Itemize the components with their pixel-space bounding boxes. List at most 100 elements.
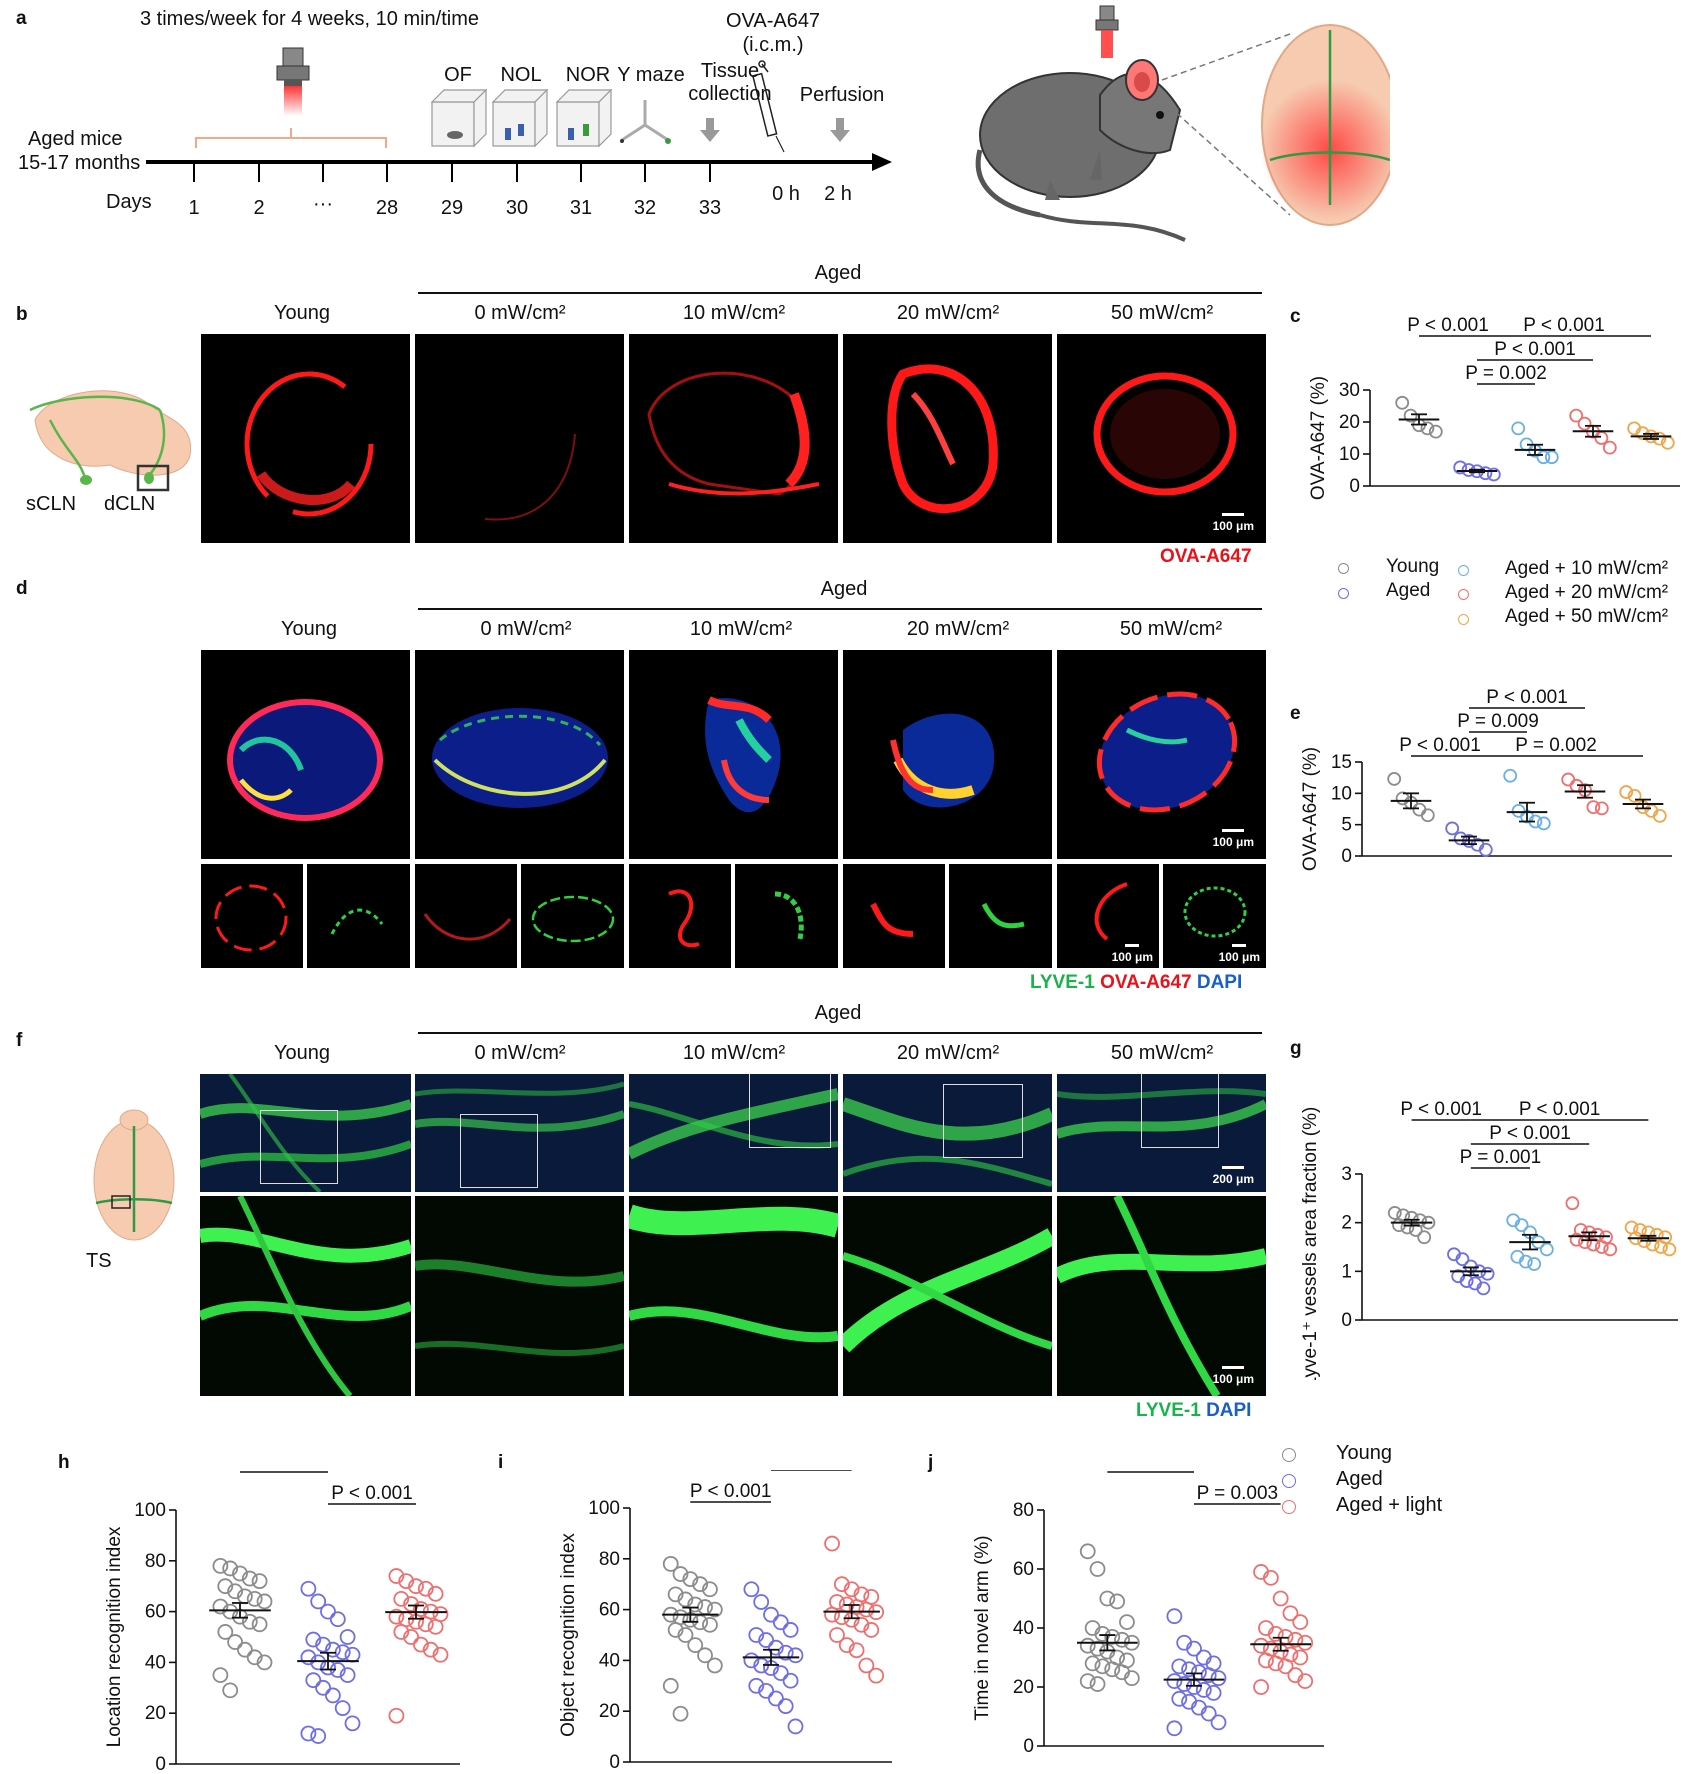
data-point [256,1593,273,1610]
image-f-0mw [415,1074,624,1192]
data-point [1539,1242,1554,1257]
data-point [748,1627,765,1643]
scalebar-d-small-2: 100 μm [1219,944,1260,964]
data-point [1480,1266,1495,1281]
y-tick-label: 0 [609,1752,620,1770]
legend-j-young: Young [1336,1442,1392,1464]
legend-c-10: Aged + 10 mW/cm² [1505,558,1669,579]
test-nor: NOR [565,64,611,86]
data-point [256,1654,273,1671]
data-point [1171,1690,1188,1707]
scalebar-d: 100 μm [1213,829,1254,849]
p-value-label: P < 0.001 [243,1470,325,1472]
legend-c-marker-10 [1458,565,1469,576]
image-b-0mw [415,334,624,543]
chart-e: 0 5 10 15 OVA-A647 (%) P < 0.001 P = 0.009 P < … [1300,687,1672,871]
data-point [388,1707,405,1724]
data-point [1094,1625,1111,1642]
data-point [329,1611,346,1628]
data-point [1603,1242,1618,1257]
day-2: 2 [253,197,265,219]
syringe-icon [751,60,785,153]
data-point [838,1637,855,1654]
subject-line-2: 15-17 months [18,152,141,174]
data-point [222,1682,239,1699]
data-point [772,1665,789,1682]
data-point [1654,1240,1668,1254]
data-point [1287,1631,1304,1648]
data-point [1514,1218,1529,1233]
roi-10mw [749,1074,831,1148]
scalebar-f-bottom: 100 μm [1213,1366,1254,1386]
image-f-50mw: 200 μm [1057,1074,1266,1192]
data-point [1176,1676,1193,1692]
data-point [339,1667,356,1684]
p-value-label: P = 0.002 [1465,363,1547,384]
p-value-label: P < 0.001 [1407,315,1489,336]
data-point [843,1581,860,1598]
col-20mw-b: 20 mW/cm² [896,302,1000,324]
data-point [408,1578,424,1595]
data-point [417,1580,434,1597]
y-tick-label: 20 [1013,1677,1034,1698]
p-value-label: P = 0.009 [1457,711,1539,732]
data-point [782,1672,799,1689]
scalebar-b: 100 μm [1213,513,1254,533]
legend-c-marker-aged [1338,588,1349,599]
p-value-label: P < 0.001 [1494,339,1576,360]
scalebar-d-small-2-label: 100 μm [1218,950,1260,964]
y-tick-label: 100 [134,1500,166,1521]
data-point [300,1649,317,1666]
aged-header-line-b [418,292,1262,294]
data-point [1099,1590,1116,1607]
chart-g: 0 1 2 3 Lyve-1⁺ vessels area fraction (%) P <… [1300,1099,1678,1380]
image-f-20mw-zoom [843,1196,1052,1396]
data-point [858,1657,875,1674]
data-point [1205,1684,1222,1701]
data-point [315,1636,332,1653]
data-point [251,1573,268,1590]
data-point [427,1618,444,1635]
y-tick-label: 80 [145,1551,166,1572]
chart-h: 0 20 40 60 80 100 Location recognition index P … [104,1470,460,1770]
y-tick-label: 40 [599,1650,620,1671]
data-point [1123,1670,1140,1687]
data-point [1586,1237,1601,1252]
perfusion-arrow-icon [830,118,850,142]
data-point [706,1601,723,1618]
data-point [697,1647,713,1664]
subject-line-1: Aged mice [28,128,123,150]
data-point [787,1647,804,1664]
data-point [1417,1230,1432,1245]
data-point [1395,395,1410,410]
aged-header-f: Aged [814,1002,862,1024]
data-point [1258,1652,1274,1669]
data-point [758,1682,775,1699]
data-point [227,1634,244,1650]
p-value-label: P < 0.001 [1486,687,1568,708]
image-d-0mw [415,650,624,859]
data-point [1181,1661,1198,1678]
image-f-young-zoom [200,1196,411,1396]
data-point [1104,1628,1121,1645]
y-tick-label: 60 [145,1602,166,1623]
image-f-50mw-zoom: 100 μm [1057,1196,1266,1396]
data-point [829,1627,845,1643]
timeline-header: 3 times/week for 4 weeks, 10 min/time [140,8,480,30]
day-32: 32 [633,197,657,219]
data-point [393,1590,410,1607]
data-point [672,1566,689,1582]
brain-sagittal-icon [29,390,192,492]
day-33: 33 [698,197,722,219]
data-point [777,1644,794,1661]
legend-d-dapi: DAPI [1196,972,1243,993]
data-point [1453,460,1468,475]
y-axis-label: Location recognition index [104,1526,125,1747]
data-point [1387,1206,1402,1220]
col-young-f: Young [274,1042,330,1064]
data-point [1455,1252,1470,1267]
data-point [824,1535,840,1552]
col-10mw-d: 10 mW/cm² [689,618,793,640]
data-point [772,1614,789,1631]
